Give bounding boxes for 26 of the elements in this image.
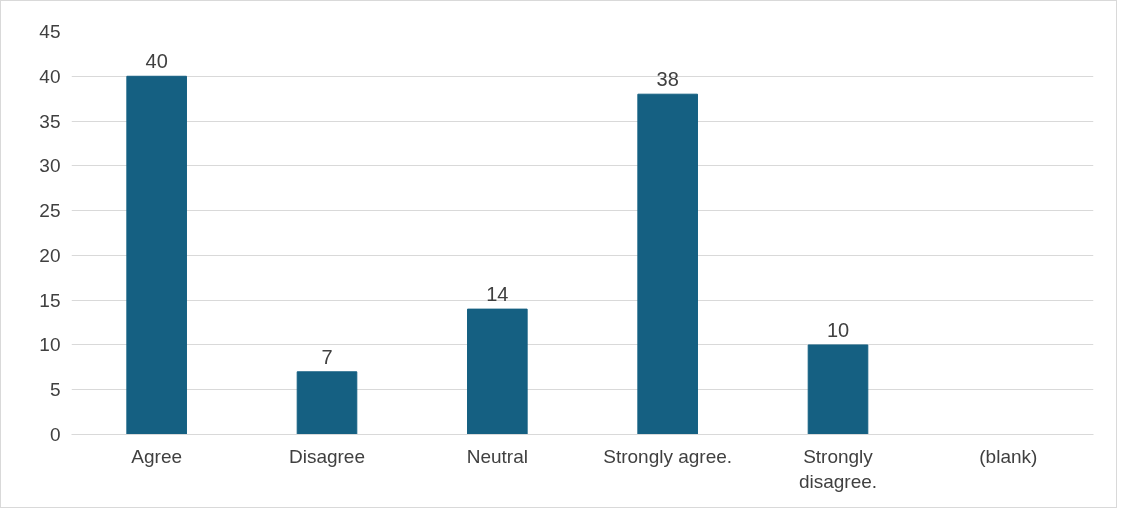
y-tick-label: 15 — [39, 289, 61, 311]
data-label: 7 — [321, 345, 333, 368]
data-label: 10 — [826, 318, 850, 341]
y-tick-label: 25 — [39, 200, 61, 222]
x-tick-label: Strongly agree. — [603, 445, 733, 467]
x-tick-label: Agree — [131, 445, 183, 467]
y-tick-label: 35 — [39, 110, 61, 132]
y-tick-label: 10 — [39, 334, 61, 356]
bar — [637, 93, 698, 435]
data-label: 14 — [486, 283, 509, 306]
x-tick-label: Strongly disagree. — [798, 445, 878, 492]
bar — [296, 371, 358, 435]
y-tick-label: 30 — [39, 155, 61, 177]
bar — [126, 75, 187, 435]
x-tick-label: Neutral — [466, 445, 528, 467]
y-tick-label: 45 — [39, 21, 61, 42]
bar — [467, 308, 528, 435]
y-tick-label: 0 — [49, 424, 61, 445]
y-tick-label: 40 — [39, 65, 61, 87]
data-label: 38 — [656, 68, 679, 91]
data-label: 40 — [145, 50, 168, 73]
bar — [807, 344, 869, 435]
x-tick-label: (blank) — [979, 445, 1038, 467]
y-tick-label: 5 — [49, 379, 61, 401]
x-tick-label: Disagree — [288, 445, 366, 467]
y-tick-label: 20 — [39, 244, 61, 266]
